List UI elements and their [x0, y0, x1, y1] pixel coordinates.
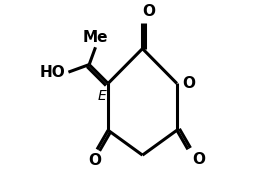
Text: O: O [192, 152, 206, 167]
Text: O: O [182, 76, 195, 91]
Text: Me: Me [83, 29, 108, 45]
Text: HO: HO [40, 65, 66, 80]
Text: E: E [97, 89, 106, 103]
Text: O: O [142, 4, 155, 19]
Text: O: O [89, 153, 102, 168]
